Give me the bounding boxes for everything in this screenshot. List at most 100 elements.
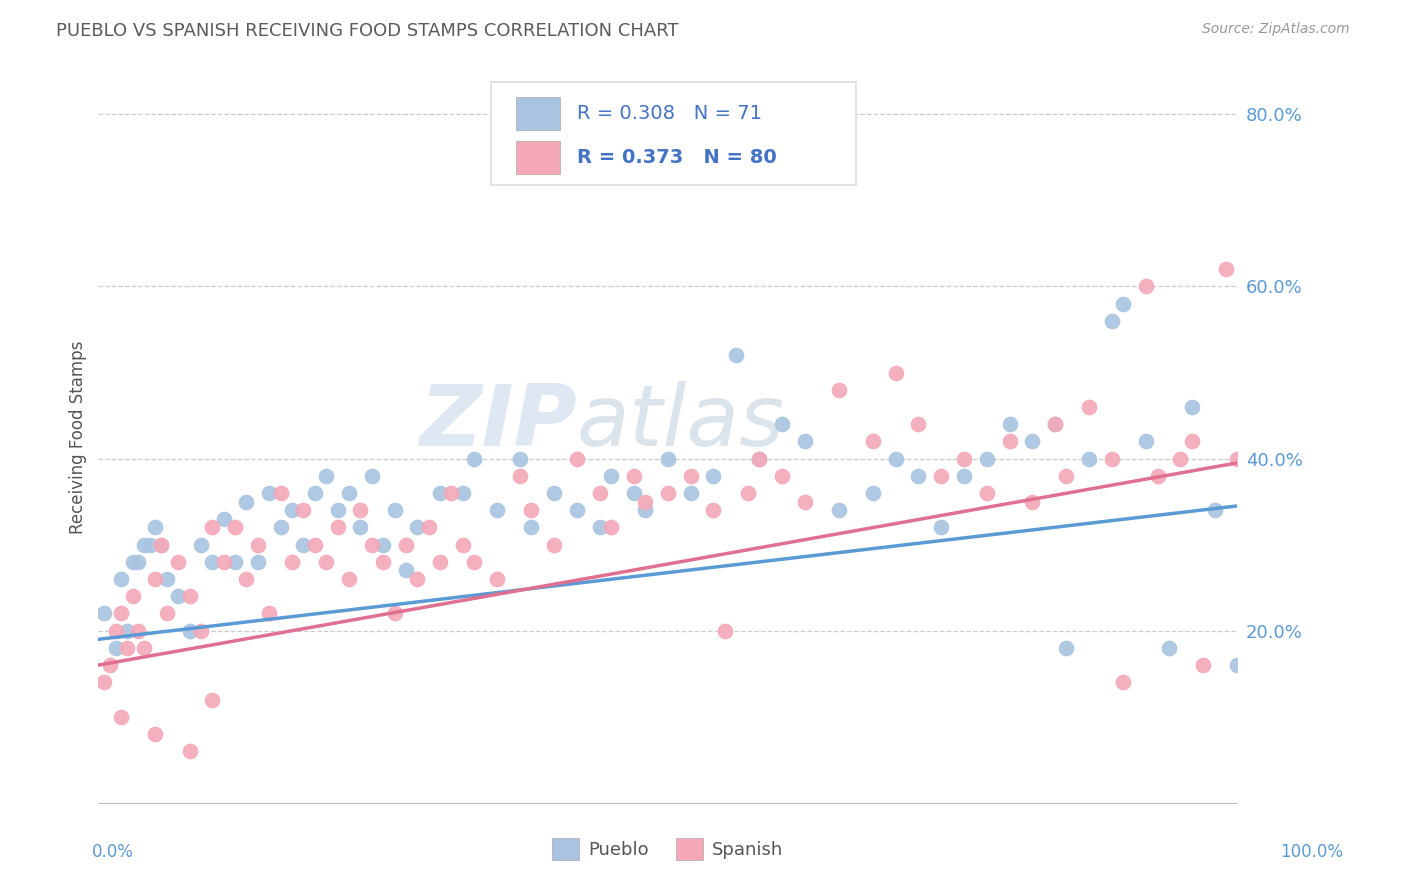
- Point: [326, 520, 349, 534]
- Point: [600, 520, 623, 534]
- Point: [1181, 434, 1204, 449]
- Point: [520, 520, 543, 534]
- Point: [93, 675, 115, 690]
- Point: [418, 520, 440, 534]
- Point: [235, 494, 257, 508]
- Point: [509, 468, 531, 483]
- Point: [451, 486, 474, 500]
- Point: [953, 451, 976, 466]
- Point: [463, 555, 485, 569]
- Point: [463, 451, 485, 466]
- Point: [304, 538, 326, 552]
- Y-axis label: Receiving Food Stamps: Receiving Food Stamps: [69, 341, 87, 533]
- Point: [384, 607, 406, 621]
- Point: [486, 572, 509, 586]
- Point: [440, 486, 463, 500]
- Point: [953, 468, 976, 483]
- Text: ZIP: ZIP: [419, 381, 576, 464]
- Point: [371, 555, 394, 569]
- Point: [588, 520, 610, 534]
- Point: [520, 503, 543, 517]
- Point: [150, 538, 173, 552]
- Point: [98, 658, 121, 673]
- Point: [1056, 468, 1078, 483]
- Point: [167, 555, 190, 569]
- Point: [634, 494, 657, 508]
- Point: [145, 727, 167, 741]
- Point: [337, 572, 360, 586]
- Point: [657, 486, 679, 500]
- Point: [104, 640, 127, 655]
- Text: Source: ZipAtlas.com: Source: ZipAtlas.com: [1202, 22, 1350, 37]
- Point: [1181, 400, 1204, 414]
- Text: 100.0%: 100.0%: [1279, 843, 1343, 861]
- Text: atlas: atlas: [576, 381, 785, 464]
- Point: [770, 417, 793, 432]
- Point: [132, 538, 155, 552]
- Point: [565, 503, 588, 517]
- Point: [793, 494, 815, 508]
- Point: [451, 538, 474, 552]
- Point: [270, 486, 292, 500]
- Point: [1204, 503, 1226, 517]
- Point: [429, 486, 451, 500]
- Point: [190, 624, 212, 638]
- Point: [259, 607, 281, 621]
- Point: [138, 538, 160, 552]
- Point: [929, 468, 952, 483]
- Point: [770, 468, 793, 483]
- Text: R = 0.373   N = 80: R = 0.373 N = 80: [576, 148, 776, 167]
- Point: [246, 538, 269, 552]
- Point: [1215, 262, 1237, 277]
- Point: [315, 555, 337, 569]
- Point: [702, 468, 724, 483]
- Point: [212, 512, 235, 526]
- Point: [292, 503, 315, 517]
- Point: [110, 710, 132, 724]
- Point: [270, 520, 292, 534]
- Point: [190, 538, 212, 552]
- Point: [179, 624, 201, 638]
- Point: [121, 555, 143, 569]
- Point: [337, 486, 360, 500]
- Point: [349, 503, 371, 517]
- Point: [110, 607, 132, 621]
- Point: [509, 451, 531, 466]
- FancyBboxPatch shape: [516, 97, 560, 130]
- Point: [1112, 296, 1135, 310]
- Point: [725, 348, 748, 362]
- Point: [1021, 494, 1043, 508]
- Point: [588, 486, 610, 500]
- Point: [998, 417, 1021, 432]
- Point: [224, 520, 246, 534]
- Point: [150, 538, 173, 552]
- Point: [1078, 400, 1101, 414]
- Point: [115, 624, 138, 638]
- Point: [395, 538, 418, 552]
- Point: [156, 607, 179, 621]
- Point: [828, 503, 851, 517]
- Point: [115, 640, 138, 655]
- Point: [384, 503, 406, 517]
- Point: [145, 572, 167, 586]
- Point: [201, 555, 224, 569]
- Point: [145, 520, 167, 534]
- Point: [565, 451, 588, 466]
- Point: [315, 468, 337, 483]
- Point: [406, 572, 429, 586]
- Point: [1170, 451, 1192, 466]
- FancyBboxPatch shape: [516, 141, 560, 174]
- Point: [748, 451, 770, 466]
- Point: [304, 486, 326, 500]
- Point: [132, 640, 155, 655]
- Point: [828, 383, 851, 397]
- Point: [623, 486, 645, 500]
- Point: [127, 555, 149, 569]
- Point: [1078, 451, 1101, 466]
- Point: [543, 486, 565, 500]
- Point: [156, 572, 179, 586]
- Point: [748, 451, 770, 466]
- Point: [224, 555, 246, 569]
- Point: [281, 503, 304, 517]
- Point: [793, 434, 815, 449]
